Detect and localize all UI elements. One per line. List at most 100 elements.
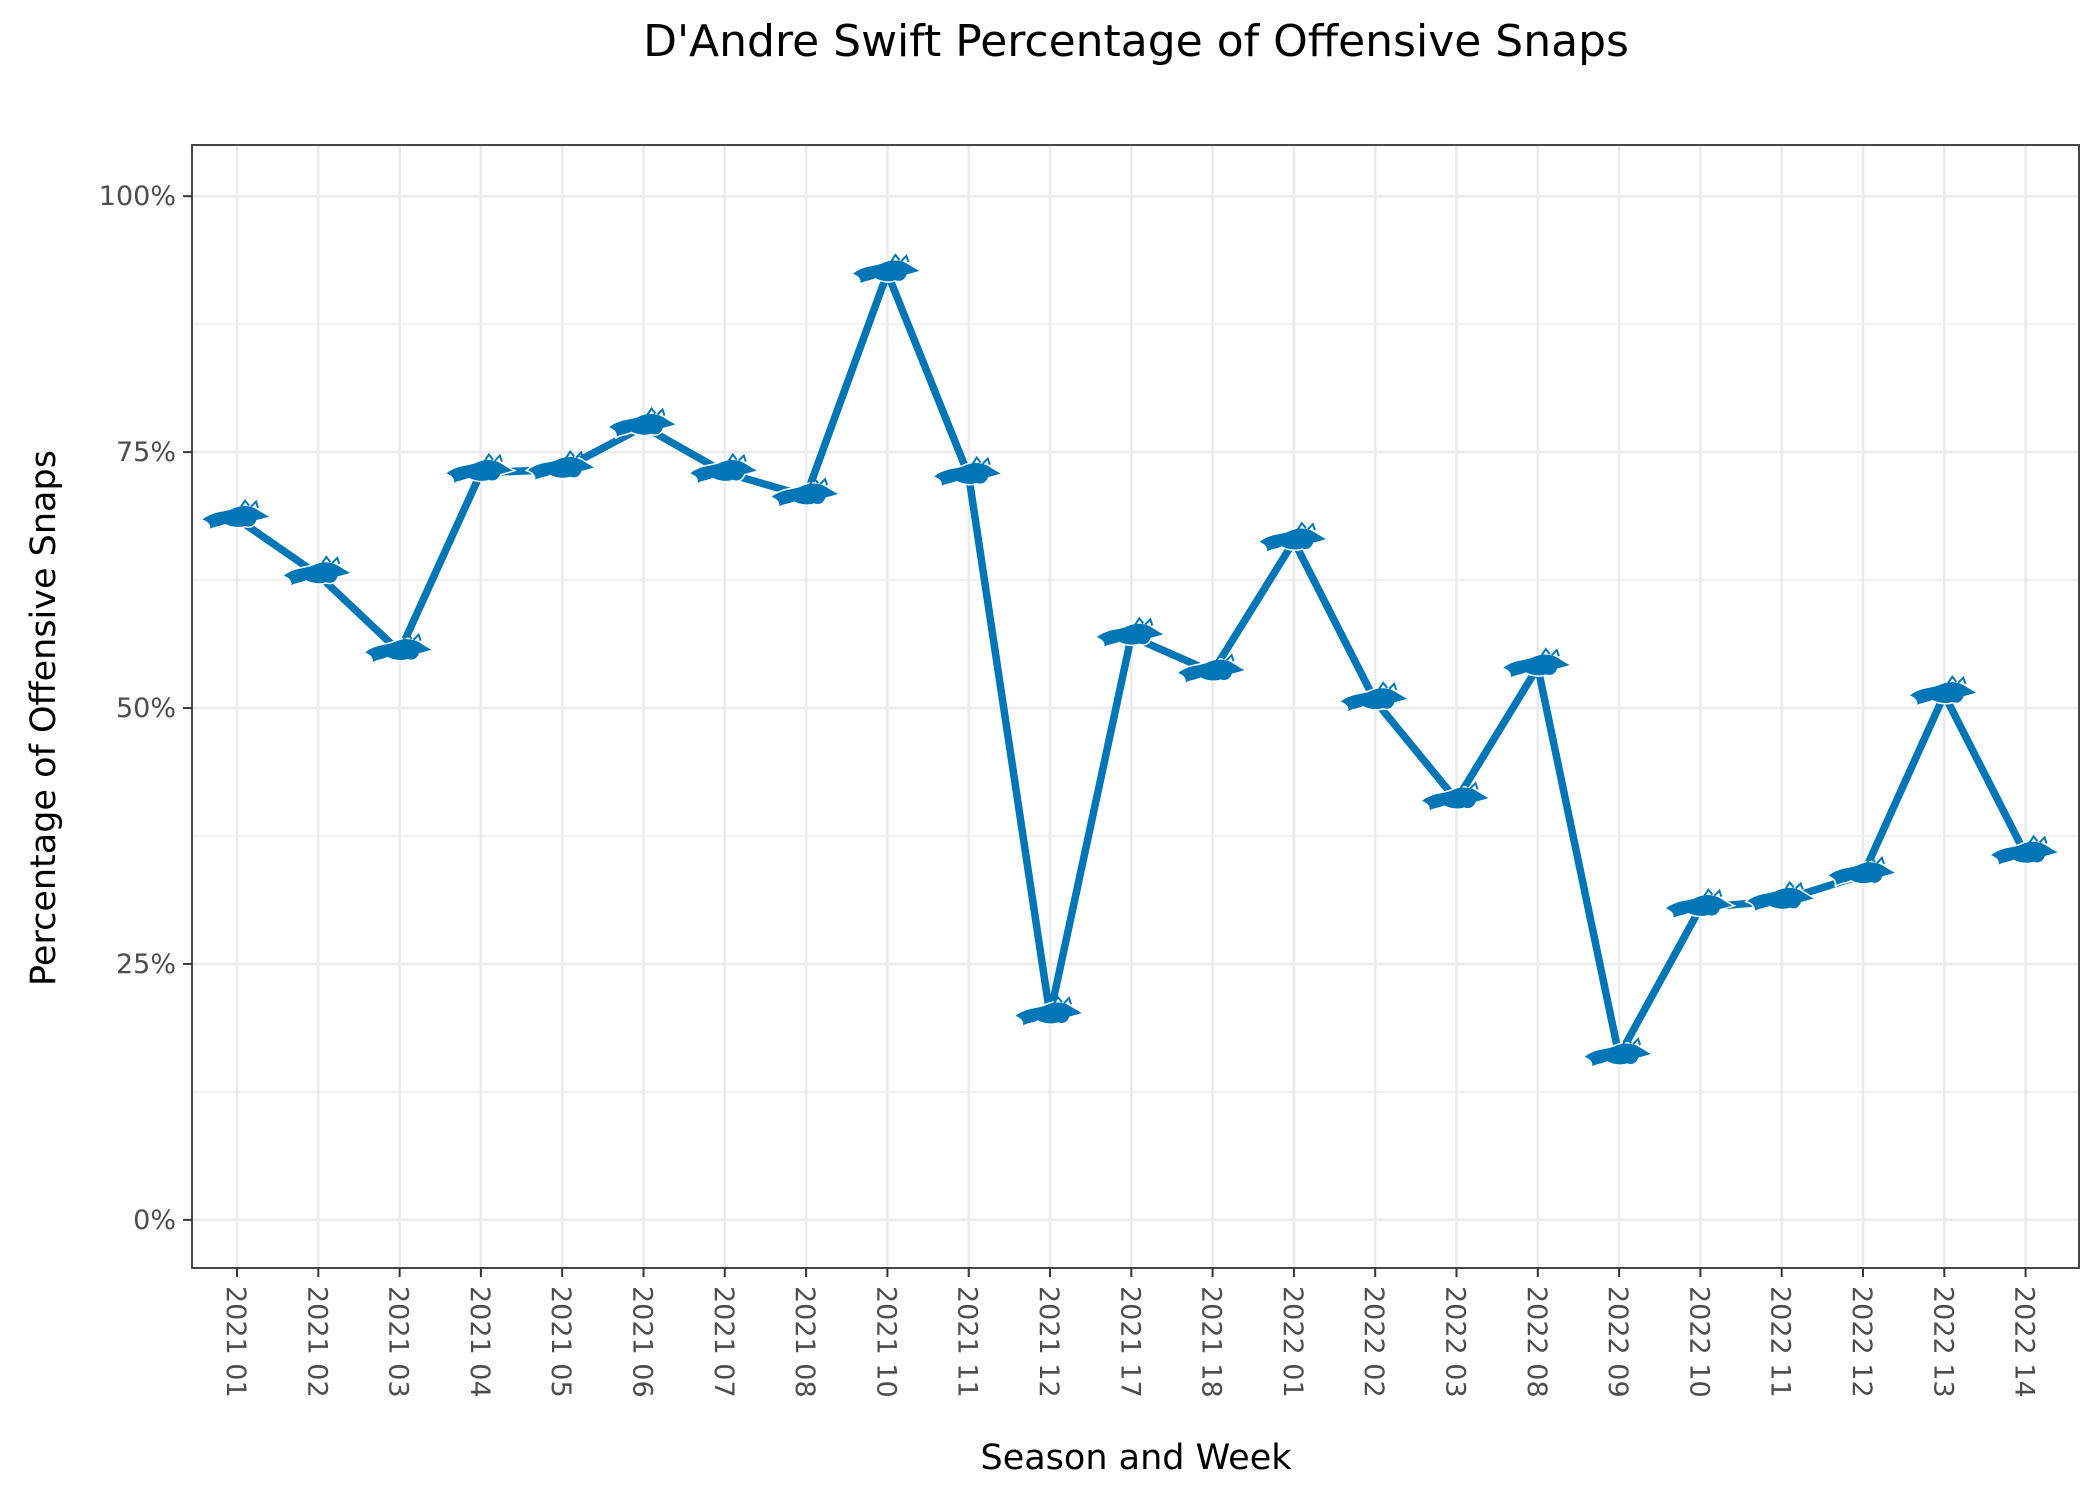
lion-body	[1337, 686, 1412, 714]
x-tick-label: 2022 11	[1765, 1286, 1796, 1398]
lion-mane	[240, 498, 259, 508]
lion-body	[1418, 786, 1493, 813]
lions-logo-icon	[280, 555, 355, 588]
lions-logo-icon	[768, 476, 843, 509]
lion-mane	[1703, 887, 1723, 897]
lions-logo-icon	[1662, 887, 1737, 921]
lions-logo-icon	[1988, 834, 2062, 867]
lions-logo-icon	[1337, 681, 1412, 714]
x-tick-label: 2021 10	[870, 1286, 901, 1398]
lion-mane	[1378, 681, 1398, 691]
lion-body	[1744, 886, 1818, 914]
lion-mane	[1459, 780, 1479, 790]
x-tick-label: 2021 06	[627, 1286, 658, 1398]
chart-title: D'Andre Swift Percentage of Offensive Sn…	[643, 16, 1629, 67]
lion-body	[605, 412, 680, 440]
lions-logo-icon	[687, 452, 761, 486]
lions-logo-icon	[199, 498, 274, 532]
lion-body	[931, 461, 1005, 489]
lions-logo-icon	[1906, 675, 1981, 708]
x-tick-label: 2021 02	[301, 1286, 332, 1398]
y-axis: 0% 25% 50% 75% 100%	[99, 181, 192, 1236]
x-tick-label: 2022 09	[1602, 1286, 1633, 1398]
x-tick-label: 2021 04	[464, 1286, 495, 1398]
lion-mane	[1053, 995, 1072, 1005]
x-tick-label: 2021 12	[1033, 1286, 1064, 1398]
y-tick-label: 100%	[99, 181, 176, 212]
lion-body	[1175, 658, 1249, 685]
lion-body	[362, 637, 436, 665]
x-tick-label: 2021 18	[1196, 1286, 1227, 1398]
lion-body	[524, 455, 599, 483]
lion-mane	[1622, 1036, 1642, 1046]
lion-body	[199, 504, 274, 532]
lions-logo-icon	[362, 632, 436, 665]
x-tick-label: 2021 01	[220, 1286, 251, 1398]
lion-mane	[1297, 521, 1316, 531]
x-tick-label: 2022 01	[1277, 1286, 1308, 1398]
lion-mane	[321, 555, 341, 565]
lions-logo-icon	[1418, 780, 1493, 813]
lions-logo-icon	[1256, 521, 1331, 554]
lion-mane	[971, 455, 991, 465]
markers	[199, 253, 2062, 1069]
y-tick-label: 50%	[116, 693, 176, 724]
x-axis: 2021 01 2021 02 2021 03 2021 04 2021 05 2021 …	[220, 1268, 2040, 1398]
lions-logo-icon	[1581, 1036, 1656, 1069]
x-tick-label: 2022 02	[1358, 1286, 1389, 1398]
lion-mane	[565, 449, 585, 459]
lion-body	[1988, 840, 2062, 867]
x-tick-label: 2022 10	[1683, 1286, 1714, 1398]
lion-body	[1662, 893, 1737, 921]
y-tick-label: 75%	[116, 437, 176, 468]
lions-logo-icon	[1012, 995, 1087, 1028]
lions-logo-icon	[605, 406, 680, 440]
x-tick-label: 2022 03	[1440, 1286, 1471, 1398]
x-tick-label: 2021 07	[708, 1286, 739, 1398]
lion-body	[1093, 622, 1168, 649]
lion-mane	[484, 452, 503, 462]
x-tick-label: 2021 03	[383, 1286, 414, 1398]
lion-body	[1906, 680, 1981, 708]
lions-logo-icon	[524, 449, 599, 483]
x-tick-label: 2022 08	[1521, 1286, 1552, 1398]
lion-body	[280, 560, 355, 588]
x-tick-label: 2021 11	[952, 1286, 983, 1398]
x-tick-label: 2021 05	[545, 1286, 576, 1398]
lion-body	[1825, 860, 1900, 888]
lions-logo-icon	[443, 452, 518, 486]
lions-logo-icon	[849, 253, 924, 286]
x-tick-label: 2022 14	[2009, 1286, 2040, 1398]
x-tick-label: 2022 13	[1927, 1286, 1958, 1398]
lion-body	[768, 482, 843, 509]
lion-mane	[1215, 652, 1235, 662]
y-tick-label: 25%	[116, 949, 176, 980]
lions-logo-icon	[1093, 616, 1168, 649]
lions-logo-icon	[1744, 880, 1818, 914]
x-tick-label: 2021 17	[1114, 1286, 1145, 1398]
lion-mane	[1947, 675, 1967, 685]
plot-panel	[191, 144, 2080, 1269]
lion-body	[1256, 527, 1331, 554]
lion-body	[687, 458, 761, 486]
lion-body	[1012, 1001, 1087, 1028]
lion-body	[443, 458, 518, 486]
lion-mane	[1866, 855, 1885, 865]
x-tick-label: 2022 12	[1846, 1286, 1877, 1398]
lion-mane	[646, 406, 666, 416]
lion-body	[1500, 652, 1574, 680]
lion-mane	[402, 632, 422, 642]
lion-mane	[1784, 880, 1804, 890]
y-tick-label: 0%	[133, 1205, 176, 1236]
lion-mane	[1134, 616, 1154, 626]
lion-mane	[890, 253, 910, 263]
lion-body	[1581, 1041, 1656, 1069]
lions-logo-icon	[931, 455, 1005, 489]
lion-mane	[809, 476, 829, 486]
lions-logo-icon	[1175, 652, 1249, 685]
lion-mane	[1540, 647, 1560, 657]
lion-body	[849, 258, 924, 286]
lion-mane	[2028, 834, 2048, 844]
